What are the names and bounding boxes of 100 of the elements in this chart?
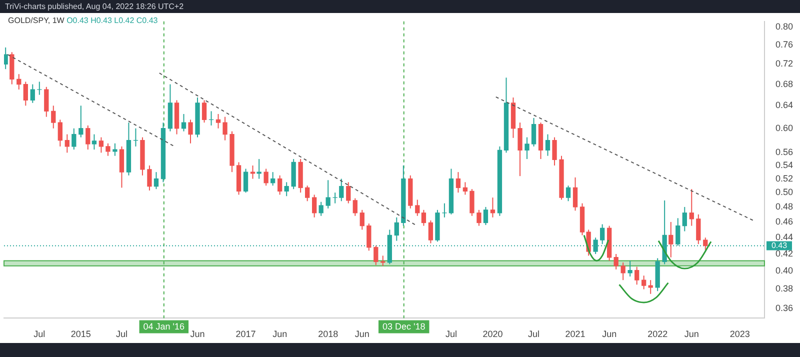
candlestick bbox=[641, 275, 646, 290]
y-tick-label: 0.38 bbox=[775, 284, 794, 294]
candlestick bbox=[600, 224, 605, 245]
y-tick-label: 0.48 bbox=[775, 201, 794, 212]
y-tick-label: 0.76 bbox=[775, 40, 794, 50]
candlestick bbox=[30, 84, 35, 104]
candlestick bbox=[572, 176, 578, 212]
candlestick bbox=[318, 201, 324, 216]
candlestick bbox=[51, 105, 56, 129]
x-tick-label: Jun bbox=[354, 329, 370, 340]
candlestick bbox=[545, 134, 550, 156]
y-tick-label: 0.64 bbox=[775, 100, 794, 110]
candlestick bbox=[92, 134, 97, 150]
candlestick bbox=[64, 134, 70, 154]
candlestick bbox=[524, 136, 530, 160]
x-tick-label: 2021 bbox=[565, 329, 586, 340]
candlestick bbox=[222, 116, 228, 141]
candlestick bbox=[696, 214, 701, 245]
chart-title: GOLD/SPY, 1W bbox=[8, 16, 64, 25]
x-tick-label: Jun bbox=[272, 329, 288, 340]
candlestick bbox=[634, 266, 640, 286]
x-tick-label: 2017 bbox=[236, 329, 256, 340]
candlestick bbox=[216, 114, 221, 129]
candlestick bbox=[270, 172, 276, 186]
y-tick-label: 0.46 bbox=[775, 216, 794, 226]
y-tick-label: 0.44 bbox=[775, 232, 794, 242]
y-tick-label: 0.60 bbox=[775, 122, 794, 133]
candlestick bbox=[689, 188, 694, 226]
candlestick bbox=[256, 158, 262, 180]
candlestick bbox=[614, 253, 618, 270]
candlestick bbox=[470, 188, 474, 216]
line-series bbox=[658, 240, 712, 270]
candlestick bbox=[264, 168, 268, 186]
y-tick-label: 0.52 bbox=[775, 173, 794, 184]
candlestick bbox=[312, 194, 317, 218]
candlestick bbox=[98, 136, 104, 154]
candlestick bbox=[462, 182, 468, 196]
line-series bbox=[618, 282, 669, 304]
candlestick bbox=[202, 100, 207, 124]
y-tick-label: 0.56 bbox=[775, 147, 794, 158]
candlestick bbox=[352, 198, 358, 216]
ref-line-label: 04 Jan '16 bbox=[143, 322, 185, 332]
x-tick-label: Jul bbox=[528, 329, 540, 340]
candlestick bbox=[648, 280, 653, 294]
candlestick bbox=[415, 199, 420, 216]
y-tick-label: 0.72 bbox=[775, 58, 794, 69]
candlestick bbox=[37, 81, 42, 96]
candlestick bbox=[58, 119, 62, 147]
candlestick bbox=[366, 222, 372, 252]
candlestick bbox=[374, 245, 378, 266]
candlestick bbox=[703, 237, 708, 250]
candlestick bbox=[188, 119, 193, 144]
x-tick-label: Jul bbox=[116, 329, 128, 340]
candlestick bbox=[620, 262, 626, 281]
y-tick-label: 0.80 bbox=[775, 22, 794, 32]
y-tick-label: 0.68 bbox=[775, 78, 794, 89]
candlestick bbox=[483, 206, 488, 226]
candlestick bbox=[456, 172, 461, 194]
x-tick-label: Jul bbox=[34, 329, 46, 340]
candlestick bbox=[380, 255, 386, 266]
candlestick bbox=[346, 182, 351, 204]
candlestick bbox=[277, 174, 282, 196]
x-tick-label: Jun bbox=[684, 329, 699, 340]
y-tick-label: 0.42 bbox=[775, 248, 794, 258]
ref-line-label: 03 Dec '18 bbox=[382, 322, 426, 332]
y-tick-label: 0.40 bbox=[775, 266, 794, 276]
x-tick-label: Jun bbox=[602, 329, 617, 340]
candlestick bbox=[86, 124, 90, 150]
candlestick bbox=[326, 180, 330, 209]
chart-subtitle: O0.43 H0.43 L0.42 C0.43 bbox=[66, 16, 158, 25]
candlestick bbox=[44, 86, 49, 118]
candlestick bbox=[566, 185, 571, 202]
candlestick bbox=[518, 122, 522, 177]
candlestick bbox=[284, 182, 289, 197]
candlestick bbox=[72, 128, 76, 150]
candlestick bbox=[421, 209, 426, 226]
text: TriVi-charts published, Aug 04, 2022 18:26 UTC+2 bbox=[5, 2, 184, 11]
y-tick-label: 0.50 bbox=[775, 187, 794, 198]
x-tick-label: 2023 bbox=[730, 329, 750, 340]
candlestick bbox=[428, 220, 434, 244]
x-tick-label: 2022 bbox=[648, 329, 668, 340]
x-tick-label: 2015 bbox=[70, 329, 91, 340]
y-tick-label: 0.36 bbox=[775, 302, 794, 313]
candlestick bbox=[682, 206, 687, 232]
candlestick bbox=[476, 209, 482, 226]
candlestick bbox=[119, 146, 124, 188]
candlestick bbox=[243, 168, 248, 194]
y-tick-label: 0.54 bbox=[775, 160, 794, 170]
candlestick bbox=[181, 114, 186, 132]
candlestick bbox=[552, 136, 557, 166]
candlestick bbox=[250, 164, 256, 180]
candlestick bbox=[394, 216, 399, 242]
candlestick bbox=[106, 142, 110, 156]
candlestick bbox=[490, 197, 496, 218]
candlestick bbox=[4, 46, 8, 70]
candlestick bbox=[112, 142, 118, 156]
x-tick-label: Jul bbox=[445, 329, 457, 340]
candlestick bbox=[531, 117, 536, 147]
x-tick-label: 2018 bbox=[318, 329, 338, 340]
x-tick-label: Jun bbox=[190, 329, 205, 340]
